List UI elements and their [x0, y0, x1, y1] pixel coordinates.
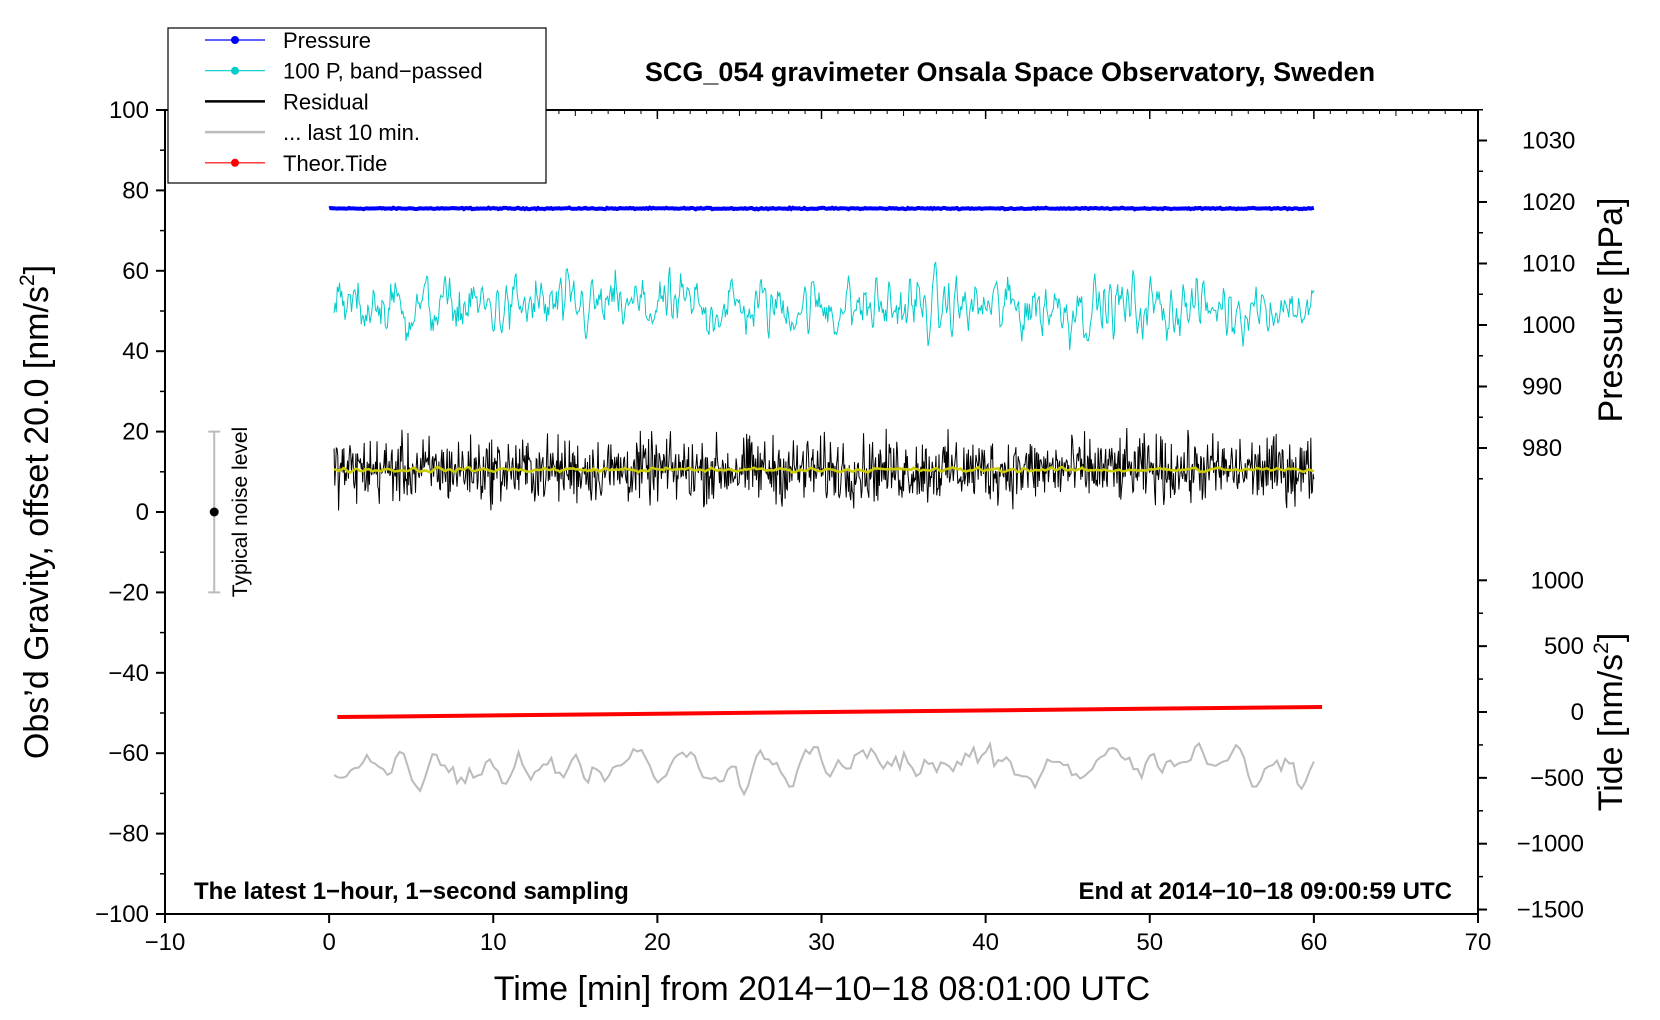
pressure-tick-label: 1010	[1522, 251, 1575, 278]
tide-tick-label: −500	[1530, 765, 1584, 792]
y-tick-label: −20	[108, 579, 149, 606]
y-tick-label: 40	[122, 338, 149, 365]
pressure-tick-label: 1000	[1522, 312, 1575, 339]
series-line-band-passed	[333, 261, 1315, 351]
x-axis-title: Time [min] from 2014−10−18 08:01:00 UTC	[494, 970, 1150, 1008]
tide-tick-label: 0	[1571, 699, 1584, 726]
noise-bar-label: Typical noise level	[229, 427, 252, 597]
y-tick-label: −60	[108, 740, 149, 767]
series-line-residual	[333, 427, 1315, 511]
y-axis-title-left-main: Obs’d Gravity, offset 20.0 [nm/s	[18, 286, 56, 759]
y-tick-label: −40	[108, 660, 149, 687]
legend-box	[167, 27, 547, 184]
legend-label: ... last 10 min.	[283, 120, 420, 145]
x-tick-label: 0	[322, 929, 335, 956]
series-line-last-10-min	[333, 741, 1315, 797]
pressure-tick-label: 1030	[1522, 128, 1575, 155]
tide-tick-label: −1000	[1517, 831, 1584, 858]
pressure-tick-label: 980	[1522, 435, 1562, 462]
tide-tick-label: 500	[1544, 633, 1584, 660]
y-tick-label: −100	[95, 901, 149, 928]
legend-marker	[231, 36, 239, 44]
pressure-tick-label: 1020	[1522, 189, 1575, 216]
annotation-right: End at 2014−10−18 09:00:59 UTC	[1078, 878, 1452, 905]
legend-label: 100 P, band−passed	[283, 59, 483, 84]
tick-labels: −10 0 10 20 30 40 50 60 70−100−80−60−40−20020406…	[95, 97, 1584, 956]
y-tick-label: −80	[108, 821, 149, 848]
tide-tick-label: 1000	[1531, 567, 1584, 594]
plot-frame	[164, 109, 1479, 915]
annotation-left: The latest 1−hour, 1−second sampling	[194, 878, 629, 905]
x-tick-label: 70	[1465, 929, 1492, 956]
x-tick-label: 40	[972, 929, 999, 956]
legend-label: Pressure	[283, 28, 371, 53]
x-tick-label: 30	[808, 929, 835, 956]
series-line-running-mean	[333, 465, 1315, 475]
x-tick-label: 10	[480, 929, 507, 956]
series-group	[328, 205, 1323, 797]
series-line-pressure	[328, 205, 1315, 212]
noise-bar: Typical noise level	[208, 427, 252, 597]
x-tick-label: 60	[1301, 929, 1328, 956]
y-axis-title-pressure: Pressure [hPa]	[1592, 198, 1630, 423]
series-line-theor-tide	[337, 704, 1323, 720]
x-tick-label: 20	[644, 929, 671, 956]
y-axis-title-tide-end: ]	[1592, 633, 1630, 642]
y-axis-title-tide-sup: 2	[1590, 642, 1613, 654]
legend-label: Theor.Tide	[283, 151, 387, 176]
x-tick-label: 50	[1136, 929, 1163, 956]
legend: Pressure 100 P, band−passed Residual ... la…	[167, 27, 547, 184]
y-tick-label: 20	[122, 419, 149, 446]
legend-marker	[231, 66, 239, 75]
legend-label: Residual	[283, 89, 369, 114]
tide-tick-label: −1500	[1517, 897, 1584, 924]
y-axis-title-left-sup: 2	[16, 274, 39, 286]
y-axis-title-left: Obs’d Gravity, offset 20.0 [nm/s2]	[16, 265, 56, 759]
y-axis-title-left-end: ]	[18, 265, 56, 274]
y-tick-label: 80	[122, 177, 149, 204]
y-tick-label: 0	[136, 499, 149, 526]
y-tick-label: 100	[109, 97, 149, 124]
tick-marks	[156, 109, 1487, 923]
y-axis-title-tide: Tide [nm/s2]	[1590, 633, 1630, 812]
legend-marker	[231, 158, 239, 167]
noise-bar-center-dot	[209, 507, 219, 517]
y-axis-title-tide-main: Tide [nm/s	[1592, 654, 1630, 811]
y-tick-label: 60	[122, 258, 149, 285]
x-tick-label: −10	[145, 929, 186, 956]
pressure-tick-label: 990	[1522, 374, 1562, 401]
chart-title: SCG_054 gravimeter Onsala Space Observat…	[645, 57, 1375, 87]
